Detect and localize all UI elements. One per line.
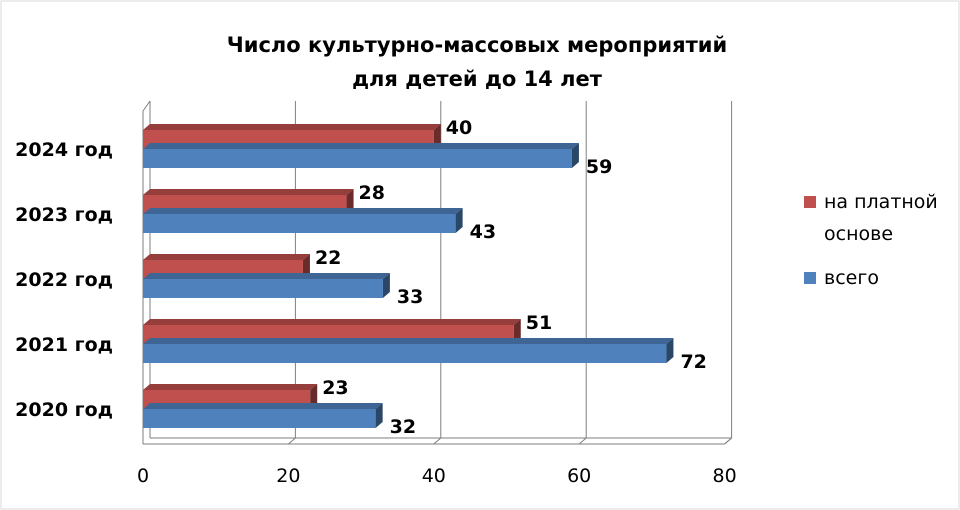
category-label-2020: 2020 год [15, 399, 113, 421]
x-tick-label-80: 80 [713, 465, 737, 487]
bar-end-face [310, 384, 318, 409]
bar-total-2021 [143, 338, 674, 363]
bar-top-face [143, 254, 310, 260]
legend-label-paid-line-1: на платной [824, 191, 938, 213]
x-tick-label-40: 40 [422, 465, 446, 487]
value-labels: 23 32 51 72 22 33 28 43 40 59 [315, 117, 707, 438]
bar-end-face [571, 143, 579, 168]
category-label-2022: 2022 год [15, 269, 113, 291]
category-label-2023: 2023 год [15, 204, 113, 226]
category-label-2021: 2021 год [15, 334, 113, 356]
bar-end-face [302, 254, 310, 279]
bar-total-2020 [143, 403, 383, 428]
chart-title-line-2: для детей до 14 лет [352, 67, 603, 91]
legend-label-paid-line-2: основе [824, 223, 893, 245]
bar-top-face [143, 208, 463, 214]
bar-front-face [143, 214, 456, 233]
legend-label-total: всего [824, 267, 879, 289]
value-label-total-2024: 59 [586, 156, 612, 178]
chart-title-line-1: Число культурно-массовых мероприятий [227, 33, 727, 57]
x-tick-label-60: 60 [567, 465, 591, 487]
bar-top-face [143, 319, 521, 325]
bar-front-face [143, 344, 667, 363]
value-label-total-2020: 32 [390, 416, 416, 438]
bar-top-face [143, 124, 441, 130]
bar-total-2024 [143, 143, 579, 168]
x-tick-labels: 0 20 40 60 80 [137, 465, 737, 487]
bar-end-face [666, 338, 674, 363]
bar-total-2022 [143, 273, 390, 298]
bar-top-face [143, 338, 674, 344]
legend-swatch-paid [804, 196, 816, 208]
legend: на платной основе всего [804, 191, 938, 289]
bar-top-face [143, 189, 354, 195]
bars [143, 124, 674, 428]
bar-front-face [143, 409, 376, 428]
x-tick-label-0: 0 [137, 465, 149, 487]
bar-end-face [346, 189, 354, 214]
category-label-2024: 2024 год [15, 139, 113, 161]
bar-end-face [513, 319, 521, 344]
bar-total-2023 [143, 208, 463, 233]
bar-end-face [375, 403, 383, 428]
bar-end-face [382, 273, 390, 298]
x-tick-label-20: 20 [276, 465, 300, 487]
value-label-paid-2023: 28 [359, 182, 385, 204]
bar-end-face [433, 124, 441, 149]
gridline-80 [724, 101, 733, 445]
bar-top-face [143, 403, 383, 409]
bar-top-face [143, 384, 318, 390]
gridline-60 [578, 101, 587, 445]
bar-end-face [455, 208, 463, 233]
bar-front-face [143, 279, 383, 298]
category-labels: 2020 год 2021 год 2022 год 2023 год 2024 год [15, 139, 113, 421]
bar-front-face [143, 149, 572, 168]
value-label-paid-2021: 51 [526, 312, 552, 334]
value-label-paid-2024: 40 [446, 117, 472, 139]
value-label-total-2023: 43 [470, 221, 496, 243]
legend-swatch-total [804, 272, 816, 284]
value-label-paid-2022: 22 [315, 247, 341, 269]
value-label-total-2021: 72 [680, 351, 706, 373]
value-label-total-2022: 33 [397, 286, 423, 308]
bar-top-face [143, 143, 579, 149]
bar-top-face [143, 273, 390, 279]
value-label-paid-2020: 23 [322, 377, 348, 399]
